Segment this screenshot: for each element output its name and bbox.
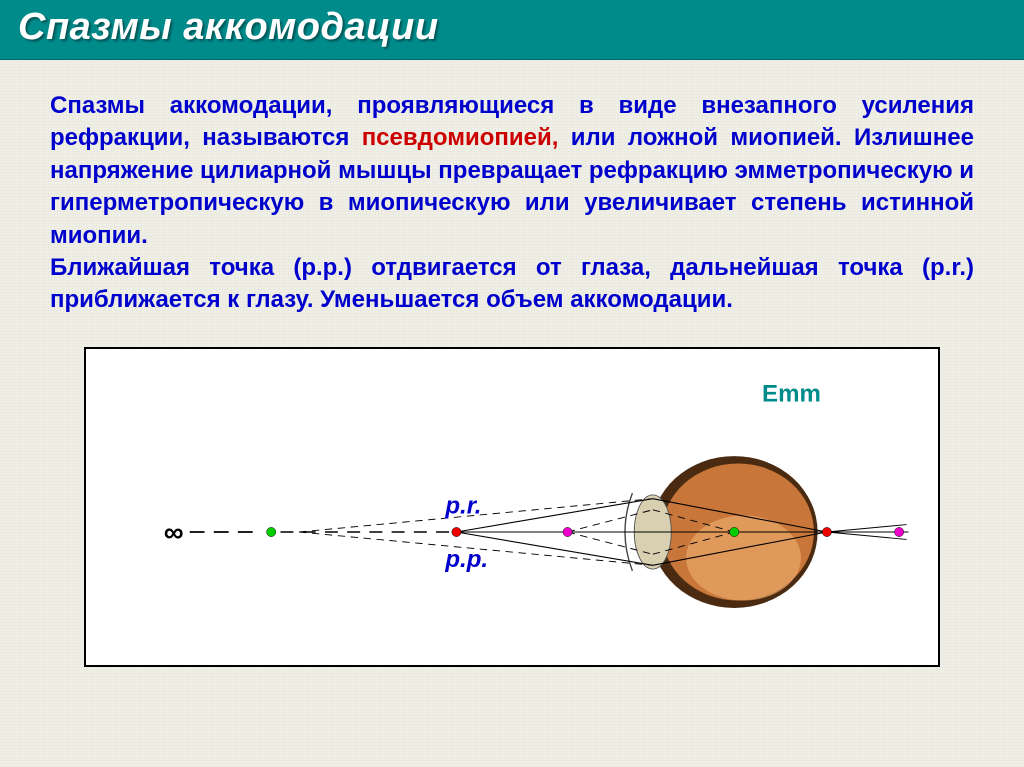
diagram-svg: Emm ∞ p.r. p.p. — [86, 349, 938, 665]
description-text: Спазмы аккомодации, проявляющиеся в виде… — [50, 90, 974, 317]
page-title: Спазмы аккомодации — [18, 6, 1006, 49]
svg-text:p.r.: p.r. — [444, 492, 481, 519]
svg-text:∞: ∞ — [164, 516, 184, 547]
eye-diagram: Emm ∞ p.r. p.p. — [84, 347, 940, 667]
content-area: Спазмы аккомодации, проявляющиеся в виде… — [0, 60, 1024, 687]
para1-red: псевдомиопией, — [362, 124, 559, 151]
header-bar: Спазмы аккомодации — [0, 0, 1024, 60]
svg-text:Emm: Emm — [762, 380, 821, 407]
para2: Ближайшая точка (p.p.) отдвигается от гл… — [50, 254, 974, 313]
svg-text:p.p.: p.p. — [444, 546, 488, 573]
